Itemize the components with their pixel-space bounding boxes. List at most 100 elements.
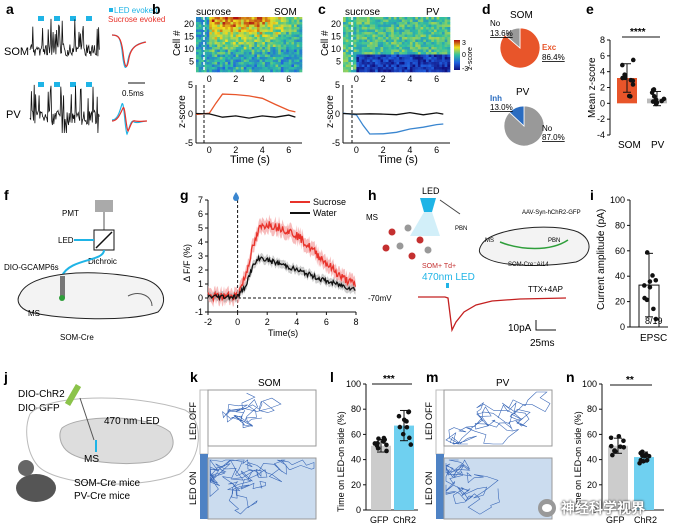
heat-cell [399, 24, 403, 28]
heat-cell [428, 32, 432, 35]
data-point [659, 98, 664, 104]
heat-cell [264, 19, 268, 23]
heat-cell [385, 27, 389, 30]
heat-cell [270, 69, 274, 73]
heat-cell [219, 52, 223, 55]
heat-cell [256, 17, 260, 20]
pie-slice [499, 27, 541, 69]
heat-cell [412, 37, 416, 40]
heat-cell [206, 64, 210, 68]
legend-sucrose-evoked: Sucrose evoked [108, 15, 165, 24]
heat-cell [372, 62, 376, 65]
heat-cell [235, 47, 239, 50]
tick-label: 2 [233, 74, 238, 84]
heat-cell [433, 59, 437, 63]
heat-cell [444, 57, 448, 60]
heat-cell [425, 27, 429, 30]
heat-cell [267, 64, 271, 68]
heat-cell [196, 64, 199, 68]
heat-cell [294, 57, 297, 60]
heat-cell [407, 57, 411, 60]
heat-cell [238, 47, 242, 50]
heat-cell [401, 29, 405, 33]
h-ms2-label: MS [485, 238, 494, 244]
heat-cell [203, 44, 207, 48]
heat-cell [291, 64, 295, 68]
heat-cell [256, 44, 260, 48]
heat-cell [417, 29, 421, 33]
heat-cell [420, 57, 424, 60]
heat-cell [254, 69, 258, 73]
heat-cell [436, 52, 440, 55]
heat-cell [272, 59, 276, 63]
heat-cell [238, 29, 242, 33]
tick-label: 0 [198, 293, 203, 303]
heat-cell [348, 19, 352, 23]
heat-cell [428, 54, 432, 58]
heat-cell [385, 54, 389, 58]
heat-cell [359, 69, 363, 73]
heat-cell [359, 57, 363, 60]
heat-cell [404, 32, 408, 35]
heat-cell [272, 29, 276, 33]
heat-cell [272, 52, 276, 55]
pie-som-no-pct: 13.6% [490, 29, 513, 38]
heat-cell [222, 57, 226, 60]
heat-cell [412, 39, 416, 43]
heat-cell [353, 19, 357, 23]
heat-cell [259, 37, 263, 40]
tick-label: 20 [331, 19, 341, 29]
heat-cell [404, 52, 408, 55]
heat-cell [211, 49, 215, 53]
heat-cell [211, 47, 215, 50]
heat-cell [388, 32, 392, 35]
heat-cell [299, 49, 303, 53]
heat-cell [238, 37, 242, 40]
heat-cell [291, 62, 295, 65]
heat-cell [203, 34, 207, 38]
tick-label: 0 [207, 145, 212, 155]
heat-cell [201, 59, 205, 63]
heat-cell [404, 17, 408, 20]
heat-cell [383, 19, 387, 23]
heat-cell [388, 47, 392, 50]
heat-cell [267, 17, 271, 20]
heat-cell [243, 62, 247, 65]
heat-cell [256, 54, 260, 58]
tick-label: 80 [615, 220, 625, 230]
heat-cell [243, 22, 247, 25]
heat-cell [420, 69, 424, 73]
heat-cell [243, 44, 247, 48]
heat-cell [209, 19, 213, 23]
j-brain-section [59, 417, 174, 464]
heat-cell [441, 59, 445, 63]
heat-cell [372, 24, 376, 28]
heat-cell [409, 47, 413, 50]
heat-cell [375, 17, 379, 20]
heat-cell [278, 39, 282, 43]
heat-cell [345, 32, 349, 35]
heat-cell [396, 42, 400, 45]
heat-cell [407, 49, 411, 53]
heat-cell [296, 52, 300, 55]
heat-cell [227, 52, 231, 55]
heat-cell [367, 42, 371, 45]
heat-cell [264, 69, 268, 73]
heat-cell [385, 57, 389, 60]
j-virus1: DIO-ChR2 [18, 389, 65, 400]
heat-cell [280, 67, 284, 70]
heat-cell [286, 47, 290, 50]
heat-cell [283, 39, 287, 43]
heat-cell [356, 24, 360, 28]
heat-cell [278, 34, 282, 38]
heat-cell [280, 24, 284, 28]
heat-cell [345, 34, 349, 38]
heat-cell [267, 52, 271, 55]
heat-cell [230, 54, 234, 58]
heat-cell [372, 49, 376, 53]
heat-cell [343, 59, 346, 63]
heat-cell [388, 27, 392, 30]
bar [608, 445, 628, 510]
tick-label: 0 [335, 109, 340, 119]
